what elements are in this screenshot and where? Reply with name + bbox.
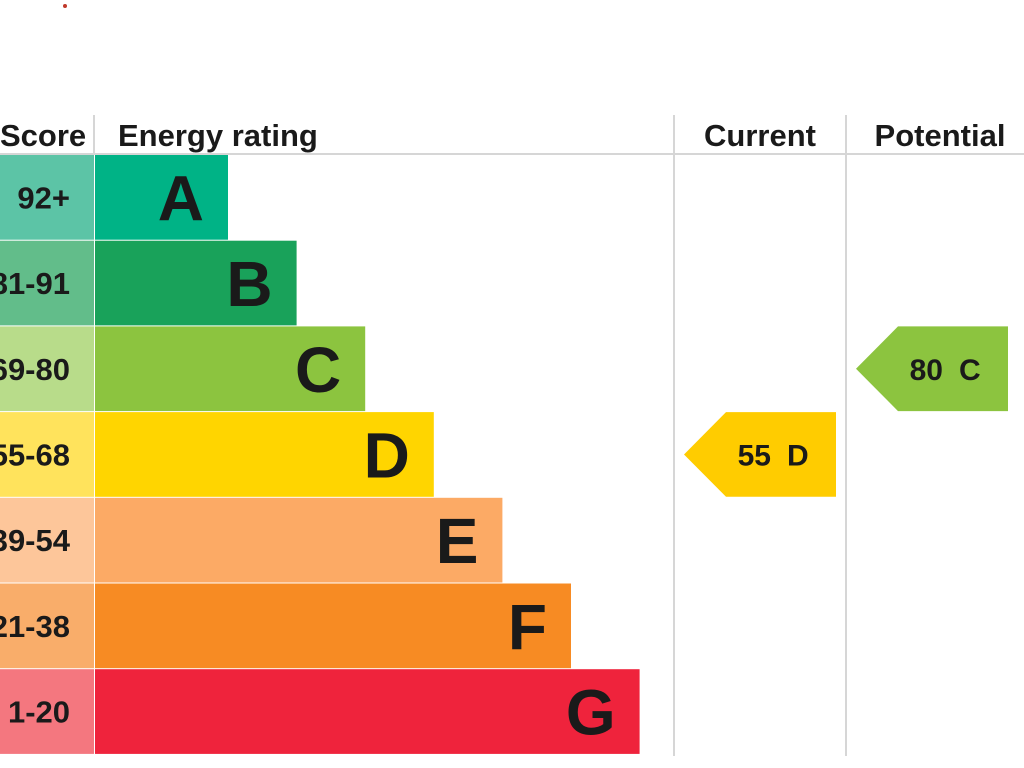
potential-rating-value: 80 — [910, 354, 943, 387]
current-rating-band-letter: D — [787, 439, 809, 472]
score-cell-g — [0, 669, 94, 754]
band-letter-g: G — [566, 677, 616, 749]
score-range-a: 92+ — [17, 180, 70, 215]
potential-rating-pointer — [856, 326, 1008, 412]
band-bar-g — [95, 669, 640, 754]
score-range-f: 21-38 — [0, 609, 70, 644]
band-letter-c: C — [295, 334, 341, 406]
score-cell-d — [0, 412, 94, 497]
band-letter-b: B — [226, 248, 272, 320]
score-cell-f — [0, 583, 94, 669]
score-range-b: 81-91 — [0, 266, 70, 301]
score-range-d: 55-68 — [0, 437, 70, 472]
band-bar-a — [95, 155, 228, 240]
current-header: Current — [704, 118, 816, 153]
potential-rating-band-letter: C — [959, 354, 981, 387]
band-letter-d: D — [364, 419, 410, 491]
score-header: Score — [0, 118, 86, 153]
band-letter-a: A — [158, 162, 204, 234]
table-header: Score Energy rating Current Potential — [0, 118, 1005, 153]
table-grid — [0, 115, 1024, 756]
rating-pointers: 55 D 80 C — [684, 326, 1008, 497]
current-rating-value: 55 — [738, 439, 771, 472]
band-bar-e — [95, 497, 503, 583]
band-bar-f — [95, 583, 571, 669]
score-cell-c — [0, 326, 94, 412]
band-letter-e: E — [436, 505, 479, 577]
band-bar-d — [95, 412, 434, 497]
energy-rating-header: Energy rating — [118, 118, 318, 153]
score-cell-a — [0, 155, 94, 240]
band-bar-b — [95, 240, 297, 326]
score-range-g: 1-20 — [8, 695, 70, 730]
band-letter-f: F — [508, 591, 547, 663]
band-bar-c — [95, 326, 366, 412]
current-rating-pointer — [684, 412, 836, 497]
score-range-c: 69-80 — [0, 352, 70, 387]
stray-mark — [63, 4, 67, 8]
potential-header: Potential — [875, 118, 1006, 153]
score-cell-b — [0, 240, 94, 326]
rating-bands: 92+ A 81-91 B 69-80 C 55-68 D 39-54 E 21-38 F 1-20 G — [0, 155, 640, 754]
score-range-e: 39-54 — [0, 523, 71, 558]
score-cell-e — [0, 497, 94, 583]
